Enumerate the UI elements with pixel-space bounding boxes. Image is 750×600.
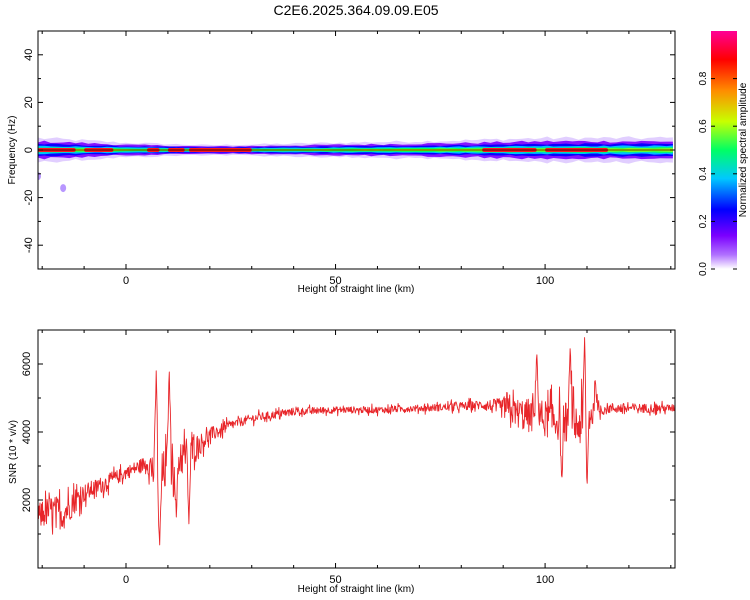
snr-frame	[37, 329, 676, 569]
colorbar-tick-label: 0.0	[698, 262, 709, 276]
y-tick-label: -40	[23, 237, 35, 253]
x-tick-label: 0	[123, 275, 129, 287]
colorbar-tick-label: 0.8	[698, 71, 709, 85]
y-tick-label: -20	[23, 190, 35, 206]
colorbar-tick-label: 0.4	[698, 166, 709, 180]
spectrogram-y-ticks: -40 -20 0 20 40	[23, 30, 675, 270]
chart-title: C2E6.2025.364.09.09.E05	[273, 2, 438, 18]
spectrogram-x-ticks: 0 50 100	[41, 31, 672, 287]
x-tick-label: 0	[123, 574, 129, 586]
colorbar: 0.0 0.2 0.4 0.6 0.8 Normalized spectral ampl…	[698, 31, 749, 276]
snr-panel: 0 50 100 2000 4000 6000 Height of straight l…	[8, 329, 676, 595]
colorbar-gradient	[711, 31, 737, 269]
spectrogram-y-label: Frequency (Hz)	[7, 116, 18, 185]
x-tick-label: 100	[536, 275, 554, 287]
y-tick-label: 6000	[21, 352, 33, 376]
colorbar-tick-label: 0.6	[698, 119, 709, 133]
colorbar-ticks: 0.0 0.2 0.4 0.6 0.8	[698, 71, 737, 276]
colorbar-label: Normalized spectral amplitude	[738, 82, 749, 217]
snr-x-ticks: 0 50 100	[41, 330, 672, 586]
snr-x-label: Height of straight line (km)	[298, 584, 415, 595]
colorbar-tick-label: 0.2	[698, 214, 709, 228]
x-tick-label: 50	[329, 275, 341, 287]
spectrogram-panel: 0 50 100 -40 -20 0 20 40 Height of straight li…	[7, 30, 676, 295]
spectrogram-outlier	[60, 184, 67, 193]
snr-y-label: SNR (10 * v/v)	[8, 420, 19, 484]
spectrogram-x-label: Height of straight line (km)	[298, 284, 415, 295]
y-tick-label: 20	[23, 96, 35, 108]
y-tick-label: 2000	[21, 488, 33, 512]
y-tick-label: 4000	[21, 420, 33, 444]
y-tick-label: 40	[23, 49, 35, 61]
snr-y-ticks: 2000 4000 6000	[21, 329, 675, 535]
spectrogram-heatmap	[38, 136, 675, 193]
y-tick-label: 0	[23, 147, 35, 153]
x-tick-label: 100	[536, 574, 554, 586]
x-tick-label: 50	[329, 574, 341, 586]
snr-series-line	[38, 337, 675, 546]
